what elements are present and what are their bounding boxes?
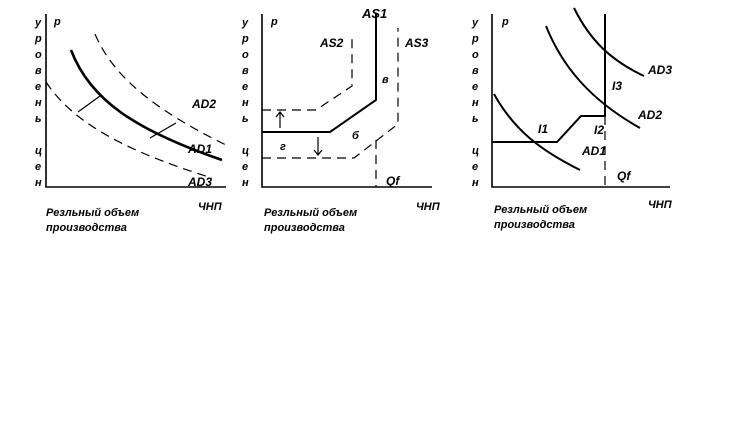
vlabel-char: у bbox=[34, 17, 42, 29]
vlabel-char: р bbox=[471, 33, 479, 45]
vlabel-char: ь bbox=[472, 113, 479, 125]
vlabel-char: о bbox=[35, 49, 42, 61]
vlabel-char: е bbox=[472, 161, 478, 173]
as1-curve bbox=[262, 14, 377, 133]
ad2-curve bbox=[545, 25, 641, 129]
panel-2-vertical-label: у р о в е н ь ц е н bbox=[241, 17, 249, 189]
vlabel-char: в bbox=[242, 65, 249, 77]
region-g-label: г bbox=[280, 141, 286, 153]
vlabel-char: н bbox=[35, 177, 42, 189]
vlabel-char: е bbox=[472, 81, 478, 93]
ad1-label: AD1 bbox=[187, 142, 212, 156]
shift-arrow-left bbox=[77, 95, 101, 113]
qf-label: Qf bbox=[617, 169, 631, 183]
x-axis-label: ЧНП bbox=[648, 199, 673, 211]
point-i1-label: I1 bbox=[538, 122, 548, 136]
as1-label: AS1 bbox=[361, 6, 387, 21]
panel-2-aggregate-supply: у р о в е н ь ц е н p AS1 AS2 AS3 в б г … bbox=[241, 6, 441, 234]
panel-1-aggregate-demand: у р о в е н ь ц е н p AD2 AD1 AD3 ЧНП Ре… bbox=[34, 14, 229, 234]
point-i2-label: I2 bbox=[594, 123, 604, 137]
ad3-label: AD3 bbox=[647, 63, 672, 77]
vlabel-char: в bbox=[35, 65, 42, 77]
vlabel-char: е bbox=[242, 81, 248, 93]
vlabel-char: е bbox=[242, 161, 248, 173]
vlabel-char: в bbox=[472, 65, 479, 77]
ad3-label: AD3 bbox=[187, 175, 212, 189]
as3-label: AS3 bbox=[404, 36, 429, 50]
caption-line-2: производства bbox=[264, 222, 345, 234]
vlabel-char: ц bbox=[472, 145, 479, 157]
price-axis-label: p bbox=[53, 16, 61, 28]
point-i3-label: I3 bbox=[612, 79, 622, 93]
ad1-curve bbox=[69, 49, 223, 162]
panel-2-axes bbox=[261, 14, 432, 188]
qf-label: Qf bbox=[386, 174, 400, 188]
vlabel-char: о bbox=[242, 49, 249, 61]
vlabel-char: е bbox=[35, 81, 41, 93]
vlabel-char: ц bbox=[242, 145, 249, 157]
panel-1-axes bbox=[45, 14, 226, 188]
arrowhead-down bbox=[313, 149, 323, 156]
vlabel-char: р bbox=[241, 33, 249, 45]
ad3-curve bbox=[573, 7, 645, 77]
vlabel-char: н bbox=[472, 177, 479, 189]
ad2-curve bbox=[94, 33, 229, 147]
panel-3-axes bbox=[491, 14, 670, 188]
as2-label: AS2 bbox=[319, 36, 344, 50]
caption-line-1: Резльный объем bbox=[494, 204, 587, 216]
vlabel-char: ц bbox=[35, 145, 42, 157]
region-v-label: в bbox=[382, 74, 389, 86]
ad3-curve bbox=[45, 81, 213, 179]
arrowhead-up bbox=[275, 111, 285, 118]
as3-curve bbox=[262, 28, 399, 159]
x-axis-label: ЧНП bbox=[198, 201, 223, 213]
ad2-label: AD2 bbox=[637, 108, 662, 122]
panel-1-vertical-label: у р о в е н ь ц е н bbox=[34, 17, 42, 189]
vlabel-char: р bbox=[34, 33, 42, 45]
vlabel-char: у bbox=[241, 17, 249, 29]
price-axis-label: p bbox=[501, 16, 509, 28]
vlabel-char: е bbox=[35, 161, 41, 173]
shift-arrow-right bbox=[149, 122, 177, 139]
panel-3-inflation: у р о в е н ь ц е н p AD3 AD2 AD1 I1 I2 … bbox=[471, 7, 673, 231]
price-axis-label: p bbox=[270, 16, 278, 28]
vlabel-char: н bbox=[242, 177, 249, 189]
vlabel-char: н bbox=[472, 97, 479, 109]
panel-3-vertical-label: у р о в е н ь ц е н bbox=[471, 17, 479, 189]
vlabel-char: у bbox=[471, 17, 479, 29]
ad1-label: AD1 bbox=[581, 144, 606, 158]
vlabel-char: н bbox=[35, 97, 42, 109]
ad1-curve bbox=[493, 93, 581, 171]
vlabel-char: ь bbox=[242, 113, 249, 125]
caption-line-2: производства bbox=[46, 222, 127, 234]
x-axis-label: ЧНП bbox=[416, 201, 441, 213]
aggregate-supply-curve bbox=[492, 14, 606, 143]
vlabel-char: о bbox=[472, 49, 479, 61]
caption-line-2: производства bbox=[494, 219, 575, 231]
region-b-label: б bbox=[352, 130, 360, 142]
vlabel-char: ь bbox=[35, 113, 42, 125]
vlabel-char: н bbox=[242, 97, 249, 109]
caption-line-1: Резльный объем bbox=[46, 207, 139, 219]
as2-curve bbox=[262, 34, 353, 111]
ad2-label: AD2 bbox=[191, 97, 216, 111]
caption-line-1: Резльный объем bbox=[264, 207, 357, 219]
